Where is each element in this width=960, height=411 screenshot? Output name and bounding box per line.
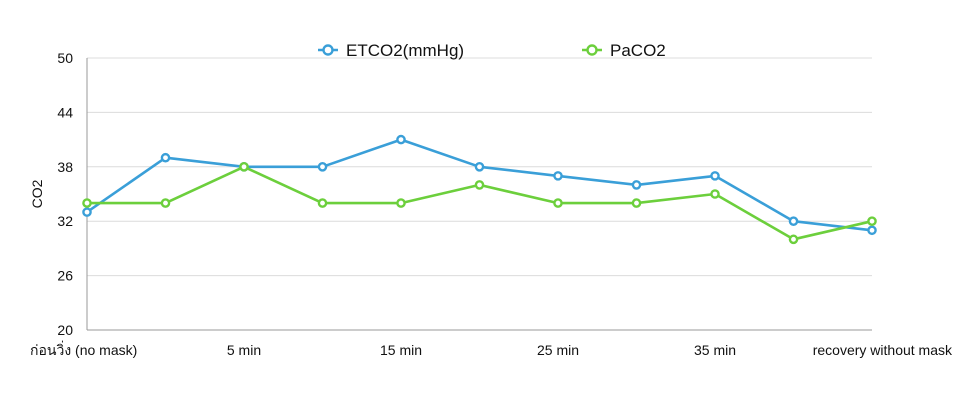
- x-tick-label: recovery without mask: [813, 342, 953, 358]
- data-point: [396, 134, 406, 145]
- y-axis-title: CO2: [29, 179, 45, 208]
- y-tick-label: 32: [57, 213, 73, 229]
- data-point: [631, 180, 642, 190]
- series-line: [87, 165, 873, 241]
- y-tick-labels: 20 26 32 38 44 50: [57, 50, 73, 338]
- data-point: [867, 216, 877, 226]
- y-tick-label: 44: [57, 104, 73, 120]
- x-tick-label: 15 min: [380, 342, 422, 358]
- data-point: [317, 161, 328, 172]
- data-point: [788, 234, 799, 245]
- axes: [86, 58, 872, 331]
- x-tick-label: 25 min: [537, 342, 579, 358]
- legend-item: ETCO2(mmHg): [318, 41, 464, 60]
- y-tick-label: 20: [57, 322, 73, 338]
- data-point: [82, 207, 92, 217]
- y-tick-label: 26: [57, 268, 73, 284]
- data-point: [396, 198, 406, 208]
- data-point: [82, 198, 92, 208]
- data-point: [710, 189, 720, 199]
- legend-swatch-marker: [322, 44, 334, 56]
- data-point: [474, 180, 485, 190]
- data-point: [474, 161, 485, 172]
- legend: ETCO2(mmHg) PaCO2: [318, 41, 666, 60]
- data-point: [631, 198, 642, 208]
- data-point: [160, 152, 171, 163]
- legend-item: PaCO2: [582, 41, 666, 60]
- x-tick-label: ก่อนวิ่ง (no mask): [30, 341, 137, 358]
- x-tick-labels: ก่อนวิ่ง (no mask) 5 min 15 min 25 min 35 mi…: [30, 341, 953, 358]
- y-tick-label: 38: [57, 159, 73, 175]
- series: [82, 134, 877, 245]
- x-tick-label: 5 min: [227, 342, 261, 358]
- data-point: [710, 171, 720, 181]
- legend-label: PaCO2: [610, 41, 666, 60]
- data-point: [553, 198, 563, 208]
- data-point: [160, 198, 171, 208]
- legend-swatch-marker: [586, 44, 598, 56]
- data-point: [867, 225, 877, 236]
- data-point: [317, 198, 328, 208]
- data-point: [239, 161, 249, 172]
- legend-label: ETCO2(mmHg): [346, 41, 464, 60]
- x-tick-label: 35 min: [694, 342, 736, 358]
- y-tick-label: 50: [57, 50, 73, 66]
- series-etco2: [82, 134, 877, 236]
- data-point: [788, 216, 799, 226]
- data-point: [553, 171, 563, 181]
- series-paco2: [82, 161, 877, 245]
